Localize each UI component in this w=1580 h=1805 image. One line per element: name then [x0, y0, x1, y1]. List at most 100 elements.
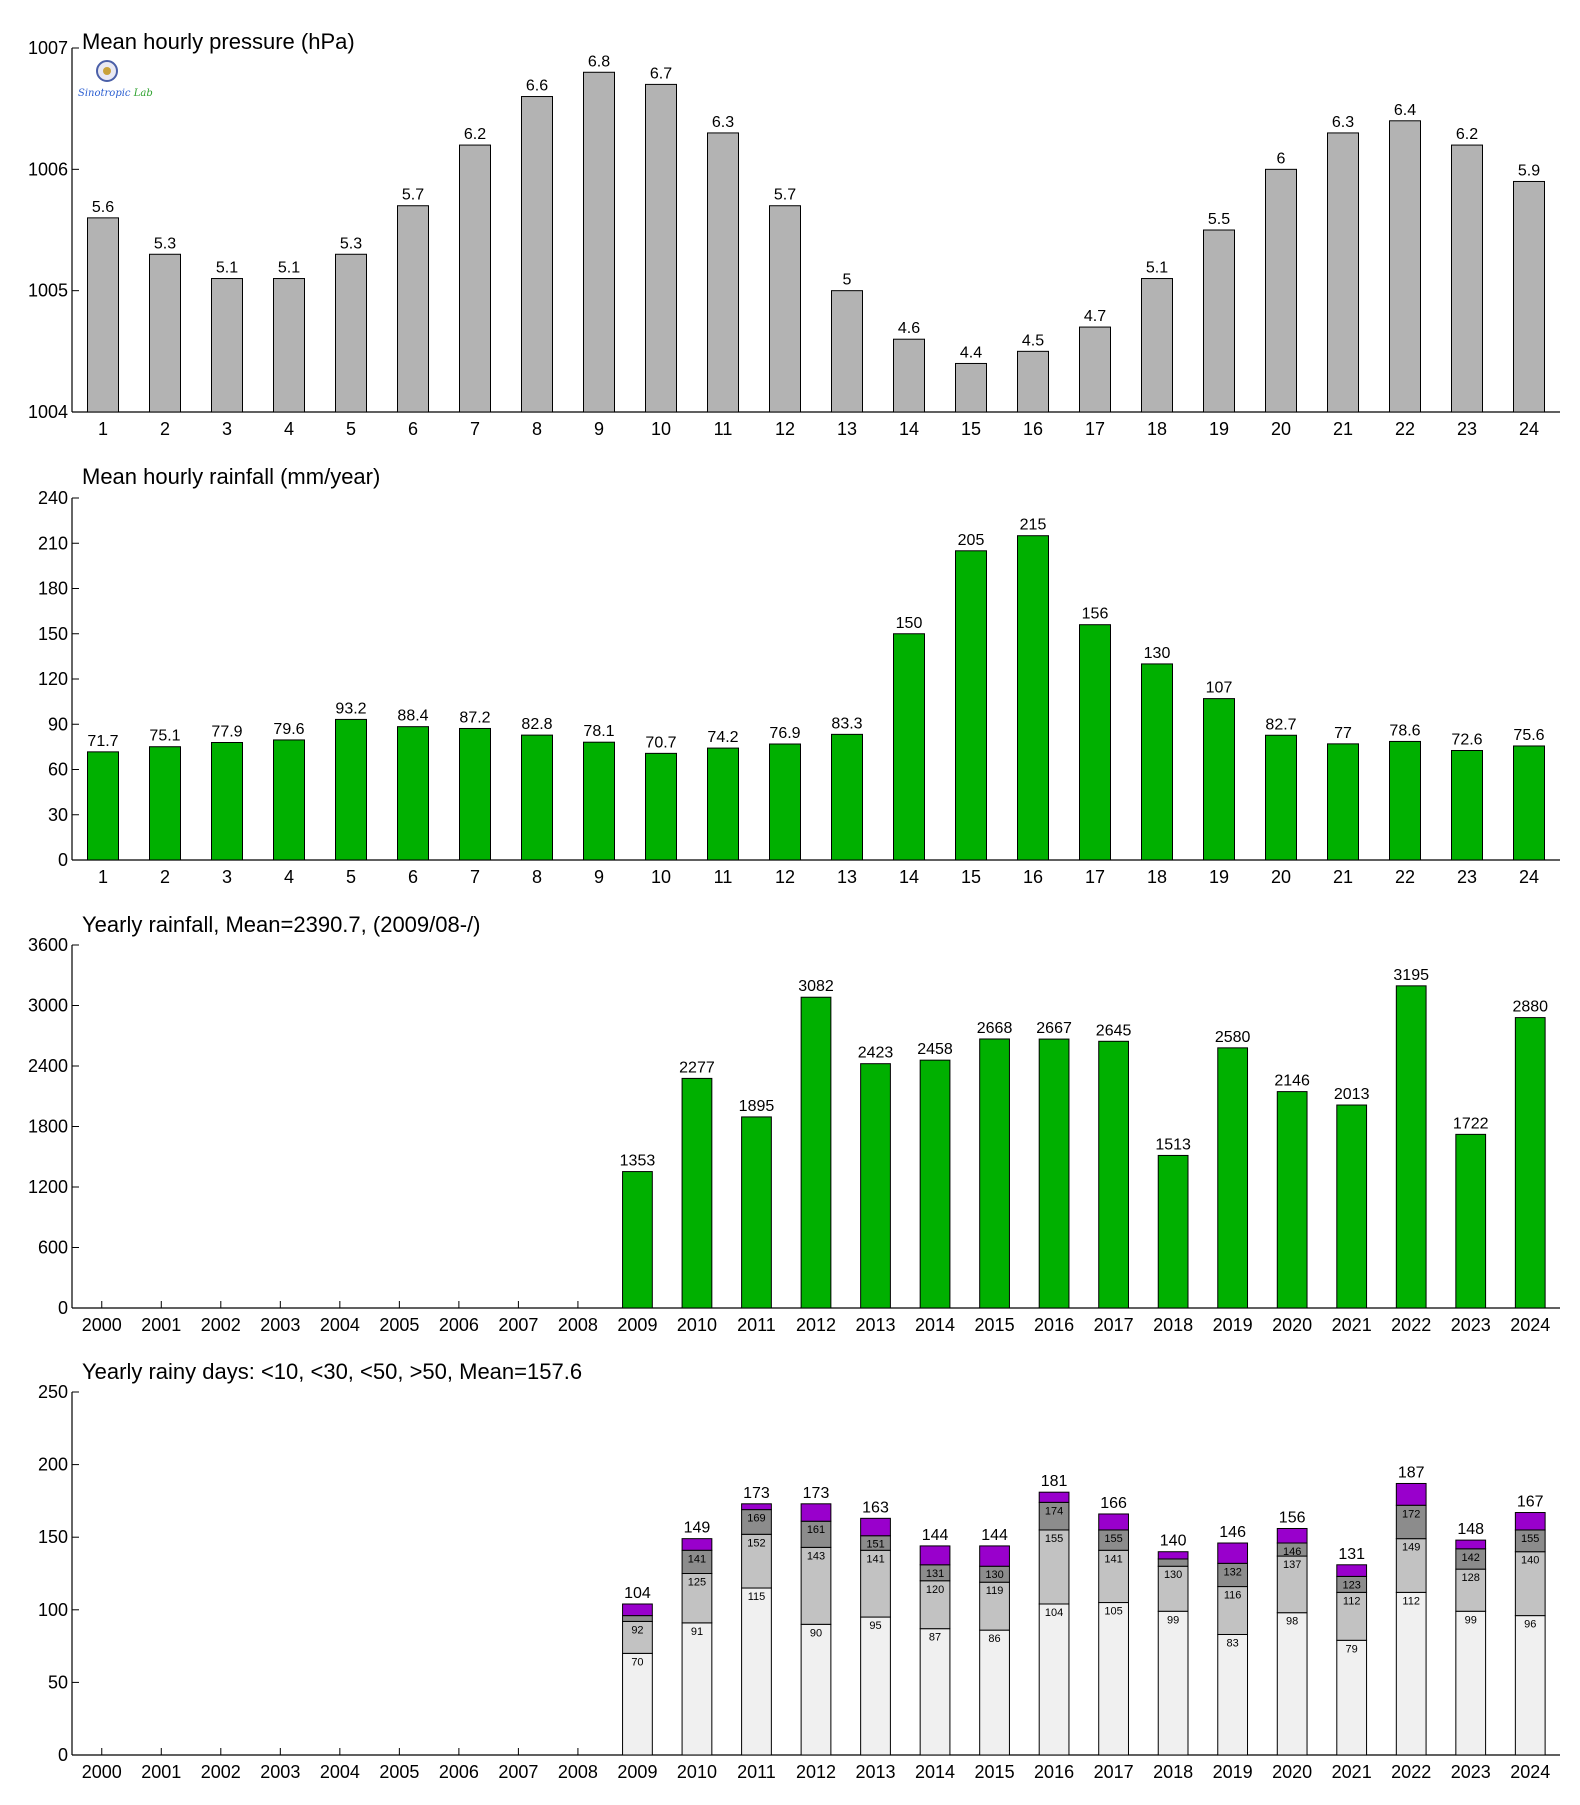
bar-total-label: 144: [922, 1527, 949, 1544]
segment-value-label: 169: [747, 1513, 765, 1525]
bar: [459, 144, 491, 413]
bar-value-label: 2013: [1334, 1086, 1370, 1103]
bar: [335, 718, 367, 861]
bar: [1098, 1040, 1129, 1309]
bar: [1514, 1017, 1546, 1309]
bar: [893, 633, 925, 861]
bar-value-label: 2458: [917, 1041, 953, 1058]
segment-value-label: 104: [1045, 1607, 1063, 1619]
bar-value-label: 1353: [620, 1153, 656, 1170]
chart-panel-1: Mean hourly pressure (hPa) 1004 1005 1006 10…: [28, 29, 1560, 439]
bar: [211, 742, 243, 861]
bar-value-label: 78.6: [1389, 722, 1420, 739]
y-tick-label: 120: [38, 669, 68, 689]
stacked-bar-segment-lt50: [1395, 1504, 1427, 1540]
stacked-bar-segment-lt10: [1336, 1639, 1368, 1756]
x-tick-label: 2022: [1391, 1762, 1431, 1782]
segment-value-label: 70: [631, 1656, 643, 1668]
segment-value-label: 99: [1465, 1614, 1477, 1626]
stacked-bar-segment-total: [800, 1503, 832, 1522]
chart-title: Yearly rainy days: <10, <30, <50, >50, M…: [82, 1359, 582, 1384]
bar-value-label: 71.7: [87, 733, 118, 750]
segment-value-label: 92: [631, 1624, 643, 1636]
x-tick-label: 2008: [558, 1315, 598, 1335]
x-tick-label: 3: [222, 419, 232, 439]
x-tick-label: 9: [594, 867, 604, 887]
bar-value-label: 78.1: [583, 723, 614, 740]
x-tick-label: 2005: [379, 1315, 419, 1335]
y-tick-label: 60: [48, 760, 68, 780]
logo-text-a: Sinotropic: [78, 88, 131, 99]
x-tick-label: 2020: [1272, 1315, 1312, 1335]
bar: [1265, 168, 1297, 413]
segment-value-label: 112: [1343, 1595, 1361, 1607]
stacked-bar-segment-lt30: [1276, 1555, 1308, 1614]
stacked-bar-segment-lt30: [741, 1533, 772, 1589]
bar: [335, 253, 367, 413]
x-tick-label: 2010: [677, 1762, 717, 1782]
bar: [87, 751, 119, 861]
bar: [1017, 350, 1049, 413]
bar: [273, 278, 305, 413]
stacked-bar-segment-total: [741, 1503, 772, 1511]
bar-value-label: 82.7: [1265, 716, 1296, 733]
bar-value-label: 72.6: [1451, 731, 1482, 748]
y-tick-label: 1007: [28, 38, 68, 58]
stacked-bar-segment-total: [1395, 1482, 1427, 1506]
y-tick-label: 0: [58, 1745, 68, 1765]
stacked-bar-segment-lt10: [1455, 1610, 1487, 1756]
stacked-bar-segment-lt10: [681, 1622, 713, 1756]
x-tick-label: 2003: [260, 1762, 300, 1782]
bar-value-label: 88.4: [397, 708, 428, 725]
bar: [149, 253, 181, 413]
bar-total-label: 146: [1219, 1524, 1246, 1541]
logo-text: Sinotropic Lab: [78, 88, 153, 99]
bar: [1217, 1047, 1249, 1309]
segment-value-label: 96: [1524, 1619, 1536, 1631]
bar: [1038, 1038, 1070, 1309]
x-tick-label: 2007: [498, 1315, 538, 1335]
bar-value-label: 6.2: [464, 126, 486, 143]
bar: [521, 96, 553, 413]
bar: [1336, 1104, 1368, 1309]
x-tick-label: 24: [1519, 419, 1539, 439]
bar-total-label: 163: [862, 1499, 889, 1516]
segment-value-label: 120: [926, 1584, 944, 1596]
bar-value-label: 2277: [679, 1059, 715, 1076]
x-tick-label: 19: [1209, 419, 1229, 439]
segment-value-label: 152: [747, 1537, 765, 1549]
x-tick-label: 4: [284, 419, 294, 439]
bar: [1389, 120, 1421, 413]
segment-value-label: 130: [985, 1569, 1003, 1581]
bar: [211, 278, 243, 413]
stacked-bar-segment-lt30: [800, 1546, 832, 1625]
bar-value-label: 2146: [1274, 1073, 1310, 1090]
bar-value-label: 4.7: [1084, 308, 1106, 325]
y-tick-label: 600: [38, 1238, 68, 1258]
bar-value-label: 76.9: [769, 725, 800, 742]
segment-value-label: 123: [1343, 1579, 1361, 1591]
bar-value-label: 5.3: [154, 235, 176, 252]
x-tick-label: 12: [775, 867, 795, 887]
y-tick-label: 50: [48, 1672, 68, 1692]
bar: [273, 739, 305, 861]
bar-total-label: 156: [1279, 1509, 1306, 1526]
segment-value-label: 151: [866, 1539, 884, 1551]
x-tick-label: 2007: [498, 1762, 538, 1782]
segment-value-label: 174: [1045, 1505, 1063, 1517]
stacked-bar-segment-lt30: [1038, 1529, 1070, 1605]
x-tick-label: 2001: [141, 1762, 181, 1782]
stacked-bar-segment-lt10: [1038, 1603, 1070, 1756]
x-tick-label: 2020: [1272, 1762, 1312, 1782]
bar-value-label: 6.7: [650, 65, 672, 82]
bar-value-label: 6.4: [1394, 102, 1416, 119]
stacked-bar-segment-total: [1098, 1513, 1129, 1531]
segment-value-label: 87: [929, 1632, 941, 1644]
segment-value-label: 141: [1104, 1553, 1122, 1565]
x-tick-label: 18: [1147, 419, 1167, 439]
y-tick-label: 30: [48, 805, 68, 825]
segment-value-label: 83: [1227, 1637, 1239, 1649]
segment-value-label: 146: [1283, 1546, 1301, 1558]
stacked-bar-segment-lt30: [979, 1581, 1010, 1631]
x-tick-label: 5: [346, 419, 356, 439]
